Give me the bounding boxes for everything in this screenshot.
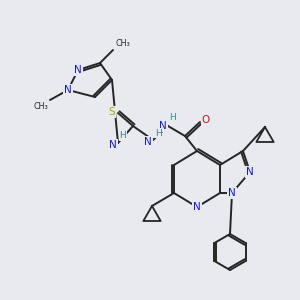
Text: N: N — [193, 202, 201, 212]
Text: CH₃: CH₃ — [33, 102, 48, 111]
Text: N: N — [64, 85, 72, 95]
Text: H: H — [154, 128, 161, 137]
Text: H: H — [120, 131, 126, 140]
Text: H: H — [169, 113, 176, 122]
Text: N: N — [74, 65, 82, 75]
Text: N: N — [228, 188, 236, 198]
Text: CH₃: CH₃ — [115, 39, 130, 48]
Text: S: S — [109, 107, 115, 117]
Text: N: N — [144, 137, 152, 147]
Text: O: O — [202, 115, 210, 125]
Text: N: N — [159, 121, 167, 131]
Text: N: N — [109, 140, 117, 150]
Text: N: N — [246, 167, 254, 177]
